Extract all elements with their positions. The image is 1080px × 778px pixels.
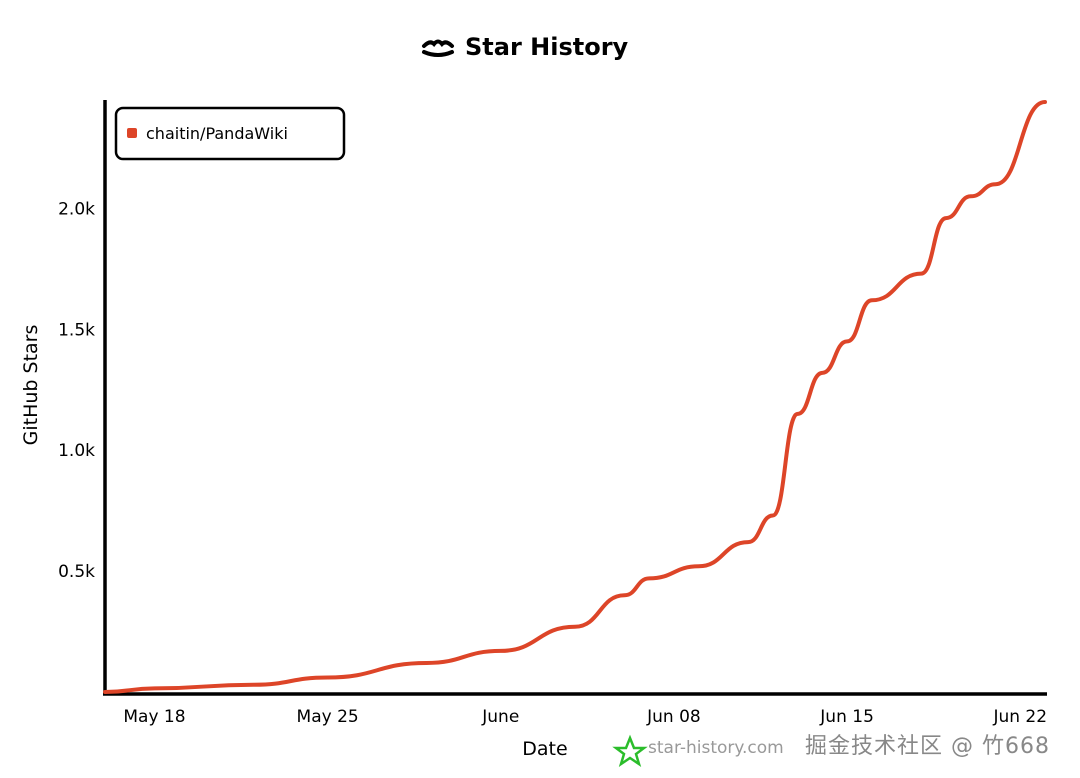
y-axis-label: GitHub Stars bbox=[20, 325, 42, 446]
legend-box bbox=[114, 106, 346, 161]
series-line bbox=[103, 100, 1047, 694]
chart-title: Star History bbox=[465, 33, 629, 61]
x-tick-label: May 25 bbox=[297, 707, 359, 727]
watermark-site: star-history.com bbox=[648, 738, 784, 758]
legend-label: chaitin/PandaWiki bbox=[146, 124, 288, 143]
title-group: Star History bbox=[422, 33, 629, 61]
x-tick-label: Jun 08 bbox=[646, 707, 701, 727]
x-axis-label: Date bbox=[522, 738, 567, 760]
y-tick-label: 2.0k bbox=[58, 199, 95, 219]
star-history-logo-icon bbox=[422, 39, 454, 57]
legend: chaitin/PandaWiki bbox=[114, 106, 346, 161]
y-tick-label: 0.5k bbox=[58, 562, 95, 582]
star-logo-icon bbox=[612, 734, 648, 767]
y-tick-label: 1.5k bbox=[58, 320, 95, 340]
x-tick-label: June bbox=[481, 707, 519, 727]
x-tick-label: Jun 22 bbox=[992, 707, 1047, 727]
y-tick-label: 1.0k bbox=[58, 441, 95, 461]
x-tick-label: Jun 15 bbox=[819, 707, 874, 727]
watermark-overlay: 掘金技术社区 @ 竹668 bbox=[805, 734, 1050, 759]
x-tick-label: May 18 bbox=[123, 707, 185, 727]
legend-swatch bbox=[127, 128, 137, 138]
